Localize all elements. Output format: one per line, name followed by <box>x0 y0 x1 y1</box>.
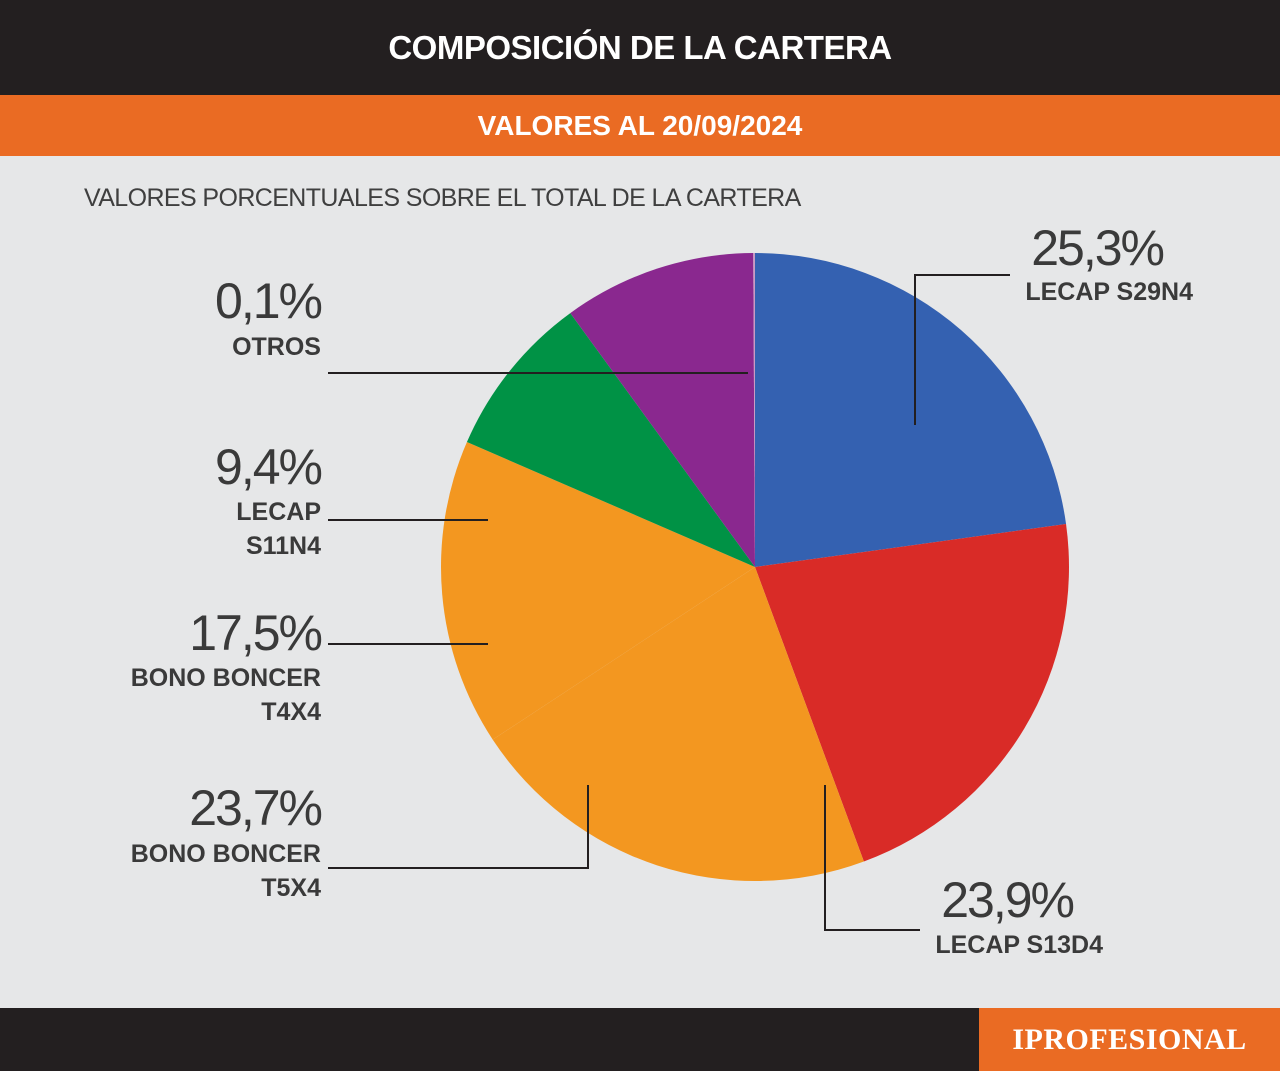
slice-value-label: 25,3% <box>1031 220 1163 276</box>
logo-text: IPROFESIONAL <box>1012 1022 1247 1056</box>
slice-value-label: 17,5% <box>189 605 321 661</box>
pie-slice <box>441 442 755 740</box>
slice-category-label: S11N4 <box>246 532 321 560</box>
slice-category-label: OTROS <box>232 333 321 361</box>
chart-title-bar: COMPOSICIÓN DE LA CARTERA <box>0 0 1280 95</box>
chart-title: COMPOSICIÓN DE LA CARTERA <box>388 28 892 66</box>
slice-category-label: T5X4 <box>261 874 321 902</box>
leader-line <box>914 274 1010 425</box>
slice-category-label: BONO BONCER <box>131 664 321 692</box>
pie-slice <box>753 253 755 567</box>
slice-category-label: LECAP <box>236 498 321 526</box>
chart-subtitle: VALORES PORCENTUALES SOBRE EL TOTAL DE L… <box>84 184 801 212</box>
date-bar: VALORES AL 20/09/2024 <box>0 95 1280 156</box>
slice-value-label: 0,1% <box>215 273 322 329</box>
pie-slice <box>570 253 755 567</box>
leader-line <box>328 785 589 869</box>
slice-category-label: LECAP S29N4 <box>1025 278 1193 306</box>
iprofesional-logo: IPROFESIONAL <box>979 1008 1280 1071</box>
slice-category-label: T4X4 <box>261 698 321 726</box>
slice-value-label: 23,7% <box>189 780 321 836</box>
leader-line <box>824 785 920 931</box>
pie-slice <box>755 523 1069 862</box>
slice-value-label: 9,4% <box>215 439 322 495</box>
slice-value-label: 23,9% <box>941 872 1073 928</box>
pie-slice <box>755 253 1067 567</box>
slice-category-label: LECAP S13D4 <box>935 931 1103 959</box>
date-label: VALORES AL 20/09/2024 <box>477 109 803 141</box>
slice-category-label: BONO BONCER <box>131 840 321 868</box>
pie-slice <box>466 313 755 567</box>
pie-slice <box>492 567 864 882</box>
